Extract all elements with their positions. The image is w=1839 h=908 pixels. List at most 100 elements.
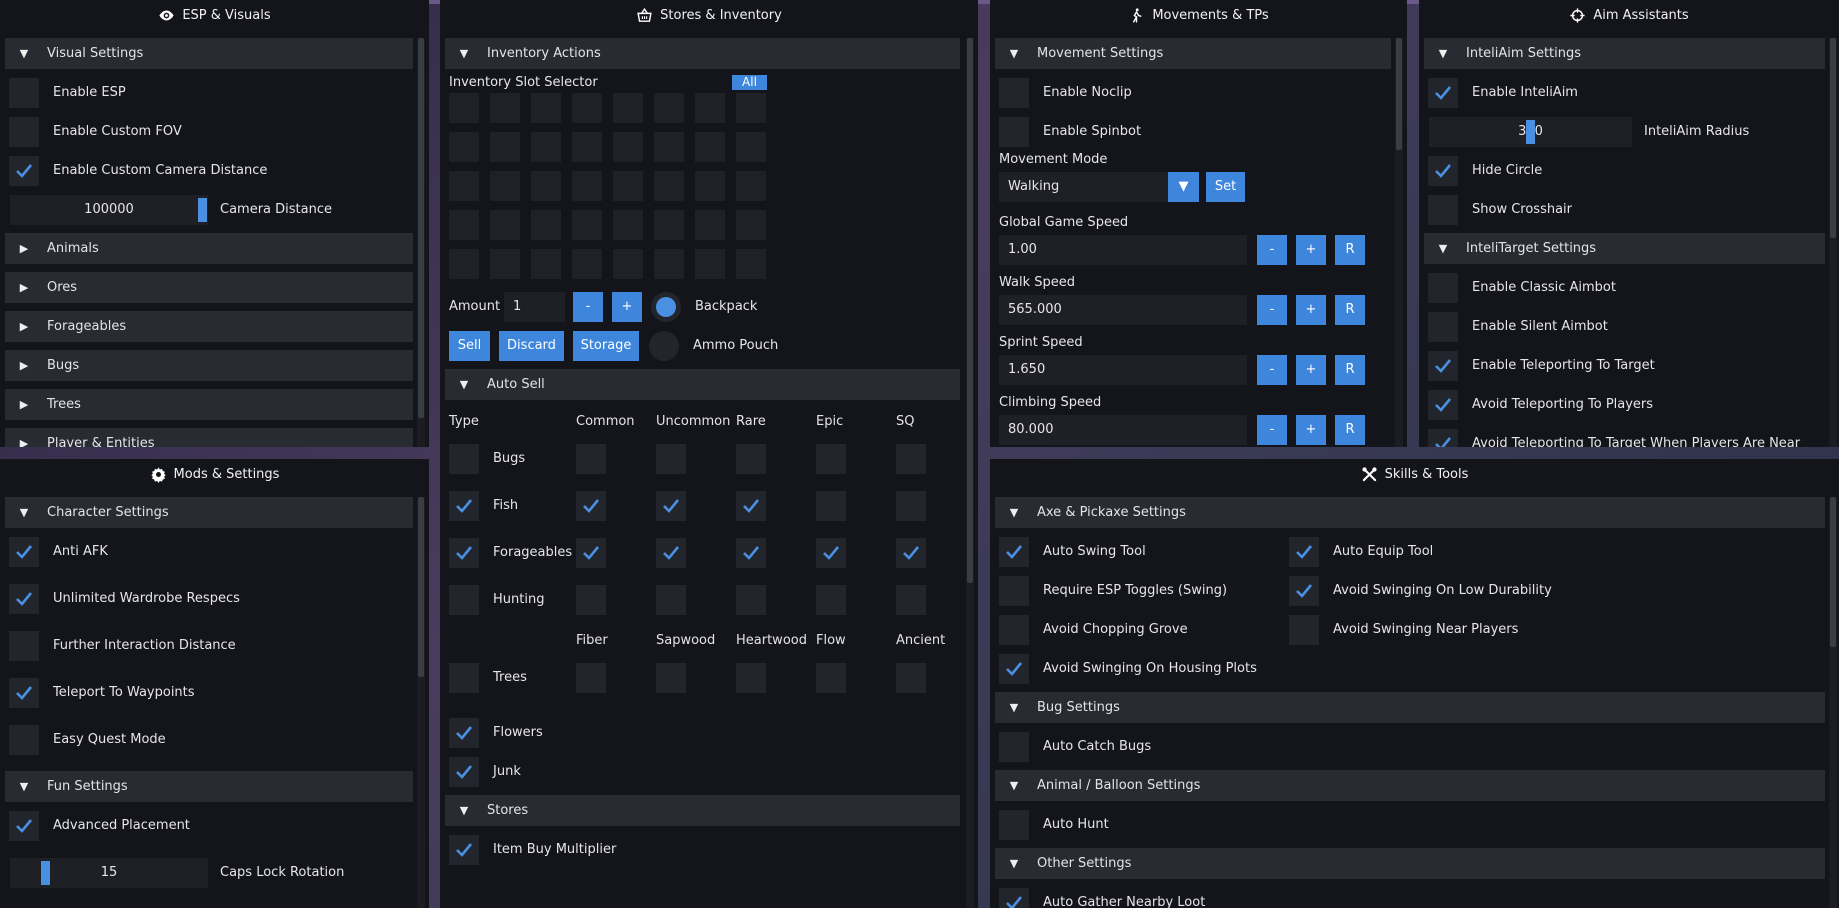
toggle-auto-catch[interactable]: Auto Catch Bugs bbox=[995, 731, 1825, 762]
toggle-avoid-target-near[interactable]: Avoid Teleporting To Target When Players… bbox=[1424, 428, 1825, 447]
checkbox[interactable] bbox=[816, 490, 846, 521]
inventory-slot[interactable] bbox=[572, 249, 602, 279]
toggle-enable-esp[interactable]: Enable ESP bbox=[5, 77, 413, 108]
toggle-auto-equip[interactable]: Auto Equip Tool bbox=[1285, 536, 1433, 567]
checkbox[interactable] bbox=[736, 584, 766, 615]
inventory-slot[interactable] bbox=[531, 210, 561, 240]
checkbox[interactable] bbox=[9, 116, 39, 147]
checkbox[interactable] bbox=[896, 662, 926, 693]
checkbox[interactable] bbox=[816, 662, 846, 693]
speed-input[interactable]: 565.000 bbox=[999, 294, 1247, 325]
checkbox[interactable] bbox=[1289, 575, 1319, 606]
inventory-slot[interactable] bbox=[531, 93, 561, 123]
inventory-slot[interactable] bbox=[490, 93, 520, 123]
checkbox[interactable] bbox=[1428, 389, 1458, 420]
toggle-anti-afk[interactable]: Anti AFK bbox=[5, 536, 413, 567]
inventory-slot[interactable] bbox=[613, 132, 643, 162]
checkbox[interactable] bbox=[816, 584, 846, 615]
toggle-auto-swing[interactable]: Auto Swing Tool bbox=[995, 536, 1285, 567]
inventory-slot[interactable] bbox=[736, 210, 766, 240]
inventory-slot[interactable] bbox=[736, 132, 766, 162]
toggle-noclip[interactable]: Enable Noclip bbox=[995, 77, 1391, 108]
toggle-require-esp[interactable]: Require ESP Toggles (Swing) bbox=[995, 575, 1285, 606]
checkbox[interactable] bbox=[449, 584, 479, 615]
speed-minus-button[interactable]: - bbox=[1257, 234, 1287, 265]
section-animal-balloon[interactable]: ▼ Animal / Balloon Settings bbox=[995, 770, 1825, 801]
inventory-slot[interactable] bbox=[613, 249, 643, 279]
inventory-slot[interactable] bbox=[449, 171, 479, 201]
checkbox[interactable] bbox=[9, 583, 39, 614]
window-title-bar[interactable]: ESP & Visuals bbox=[0, 0, 429, 30]
checkbox[interactable] bbox=[736, 443, 766, 474]
amount-minus-button[interactable]: - bbox=[573, 291, 603, 322]
speed-reset-button[interactable]: R bbox=[1335, 354, 1365, 385]
inventory-slot[interactable] bbox=[531, 132, 561, 162]
checkbox[interactable] bbox=[999, 77, 1029, 108]
section-intelitarget[interactable]: ▼ InteliTarget Settings bbox=[1424, 233, 1825, 264]
scrollbar[interactable] bbox=[966, 38, 974, 908]
toggle-avoid-near-players[interactable]: Avoid Swinging Near Players bbox=[1285, 614, 1518, 645]
toggle-item-buy-multiplier[interactable]: Item Buy Multiplier bbox=[445, 834, 960, 865]
inventory-slot[interactable] bbox=[572, 93, 602, 123]
checkbox[interactable] bbox=[1428, 272, 1458, 303]
inventory-slot[interactable] bbox=[449, 93, 479, 123]
speed-minus-button[interactable]: - bbox=[1257, 414, 1287, 445]
toggle-hide-circle[interactable]: Hide Circle bbox=[1424, 155, 1825, 186]
storage-button[interactable]: Storage bbox=[573, 330, 639, 361]
window-title-bar[interactable]: Mods & Settings bbox=[0, 459, 429, 489]
checkbox[interactable] bbox=[449, 443, 479, 474]
checkbox[interactable] bbox=[449, 537, 479, 568]
inventory-slot[interactable] bbox=[613, 93, 643, 123]
inventory-slot[interactable] bbox=[490, 171, 520, 201]
checkbox[interactable] bbox=[999, 536, 1029, 567]
inventory-slot[interactable] bbox=[490, 132, 520, 162]
checkbox[interactable] bbox=[656, 662, 686, 693]
checkbox[interactable] bbox=[576, 490, 606, 521]
scrollbar-thumb[interactable] bbox=[967, 38, 973, 583]
checkbox[interactable] bbox=[576, 443, 606, 474]
checkbox[interactable] bbox=[736, 662, 766, 693]
inventory-slot[interactable] bbox=[654, 132, 684, 162]
checkbox[interactable] bbox=[896, 490, 926, 521]
inventory-slot[interactable] bbox=[736, 249, 766, 279]
checkbox[interactable] bbox=[1289, 536, 1319, 567]
checkbox[interactable] bbox=[1428, 155, 1458, 186]
section-animals[interactable]: ▶ Animals bbox=[5, 233, 413, 264]
toggle-avoid-low-durability[interactable]: Avoid Swinging On Low Durability bbox=[1285, 575, 1552, 606]
inventory-slot[interactable] bbox=[654, 171, 684, 201]
scrollbar-thumb[interactable] bbox=[418, 38, 424, 418]
inventory-slot[interactable] bbox=[654, 249, 684, 279]
checkbox[interactable] bbox=[9, 724, 39, 755]
checkbox[interactable] bbox=[9, 536, 39, 567]
inventory-slot[interactable] bbox=[695, 93, 725, 123]
inventory-slot[interactable] bbox=[695, 249, 725, 279]
checkbox[interactable] bbox=[999, 614, 1029, 645]
checkbox[interactable] bbox=[9, 810, 39, 841]
speed-plus-button[interactable]: + bbox=[1296, 234, 1326, 265]
checkbox[interactable] bbox=[999, 809, 1029, 840]
section-visual-settings[interactable]: ▼ Visual Settings bbox=[5, 38, 413, 69]
toggle-avoid-housing[interactable]: Avoid Swinging On Housing Plots bbox=[995, 653, 1825, 684]
checkbox[interactable] bbox=[1428, 77, 1458, 108]
speed-plus-button[interactable]: + bbox=[1296, 294, 1326, 325]
section-axe-pickaxe[interactable]: ▼ Axe & Pickaxe Settings bbox=[995, 497, 1825, 528]
speed-reset-button[interactable]: R bbox=[1335, 294, 1365, 325]
checkbox[interactable] bbox=[896, 537, 926, 568]
caps-rotation-slider[interactable]: 15 bbox=[10, 857, 208, 888]
checkbox[interactable] bbox=[1428, 350, 1458, 381]
discard-button[interactable]: Discard bbox=[499, 330, 564, 361]
speed-minus-button[interactable]: - bbox=[1257, 294, 1287, 325]
inventory-slot[interactable] bbox=[531, 249, 561, 279]
section-forageables[interactable]: ▶ Forageables bbox=[5, 311, 413, 342]
toggle-inteliaim[interactable]: Enable InteliAim bbox=[1424, 77, 1825, 108]
toggle-easy-quest[interactable]: Easy Quest Mode bbox=[5, 724, 413, 755]
inventory-slot[interactable] bbox=[490, 249, 520, 279]
inventory-slot[interactable] bbox=[449, 210, 479, 240]
section-stores[interactable]: ▼ Stores bbox=[445, 795, 960, 826]
toggle-silent-aimbot[interactable]: Enable Silent Aimbot bbox=[1424, 311, 1825, 342]
scrollbar[interactable] bbox=[417, 497, 425, 908]
toggle-classic-aimbot[interactable]: Enable Classic Aimbot bbox=[1424, 272, 1825, 303]
chevron-down-icon[interactable]: ▼ bbox=[1168, 171, 1199, 202]
section-other-settings[interactable]: ▼ Other Settings bbox=[995, 848, 1825, 879]
backpack-radio[interactable] bbox=[651, 291, 681, 322]
